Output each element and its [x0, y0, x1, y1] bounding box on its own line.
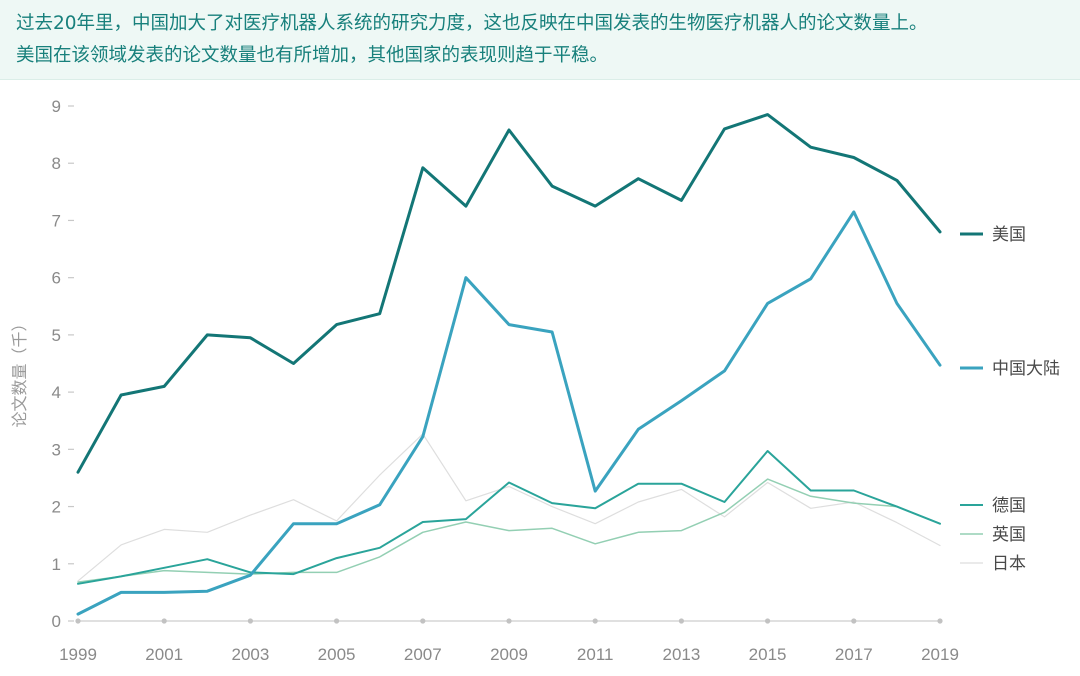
x-tick-label: 2011 [577, 645, 614, 664]
x-tick-mark [851, 618, 857, 624]
legend-label-4: 英国 [992, 525, 1026, 545]
legend-label-2: 中国大陆 [992, 359, 1060, 379]
y-tick-label: 6 [52, 269, 61, 288]
y-tick-label: 0 [52, 612, 61, 631]
legend-label-3: 德国 [992, 496, 1026, 516]
y-axis-label: 论文数量（千） [10, 315, 29, 427]
x-tick-label: 2007 [404, 645, 442, 664]
y-tick-label: 5 [52, 326, 61, 345]
x-tick-mark [334, 618, 340, 624]
x-tick-label: 2005 [318, 645, 356, 664]
x-tick-label: 2001 [145, 645, 183, 664]
x-tick-label: 1999 [59, 645, 97, 664]
x-tick-mark [75, 618, 81, 624]
y-tick-label: 1 [52, 555, 61, 574]
x-tick-mark [592, 618, 598, 624]
x-tick-mark [161, 618, 167, 624]
x-tick-mark [937, 618, 943, 624]
x-tick-label: 2015 [749, 645, 787, 664]
x-tick-label: 2017 [835, 645, 873, 664]
series-line-2 [76, 210, 942, 616]
y-tick-label: 4 [52, 383, 61, 402]
x-tick-mark [678, 618, 685, 624]
series-line-1 [76, 113, 942, 474]
x-tick-label: 2003 [231, 645, 269, 664]
header-line-1: 过去20年里，中国加大了对医疗机器人系统的研究力度，这也反映在中国发表的生物医疗… [16, 13, 928, 34]
x-tick-label: 2013 [662, 645, 700, 664]
x-tick-mark [247, 618, 253, 624]
y-tick-label: 3 [52, 440, 61, 459]
x-tick-mark [420, 618, 426, 624]
x-tick-label: 2019 [921, 645, 959, 664]
series-line-3 [77, 450, 941, 585]
header-banner: 过去20年里，中国加大了对医疗机器人系统的研究力度，这也反映在中国发表的生物医疗… [0, 0, 1080, 80]
y-tick-label: 7 [52, 211, 61, 230]
y-tick-label: 9 [52, 97, 61, 116]
y-tick-label: 2 [52, 498, 61, 517]
series-line-4 [77, 478, 941, 583]
legend-label-5: 日本 [992, 554, 1026, 574]
series-line-5 [77, 433, 941, 582]
x-tick-label: 2009 [490, 645, 528, 664]
x-tick-mark [506, 618, 512, 624]
legend-label-1: 美国 [992, 225, 1026, 245]
y-tick-label: 8 [52, 154, 61, 173]
x-tick-mark [765, 618, 771, 624]
header-line-2: 美国在该领域发表的论文数量也有所增加，其他国家的表现则趋于平稳。 [16, 45, 609, 66]
